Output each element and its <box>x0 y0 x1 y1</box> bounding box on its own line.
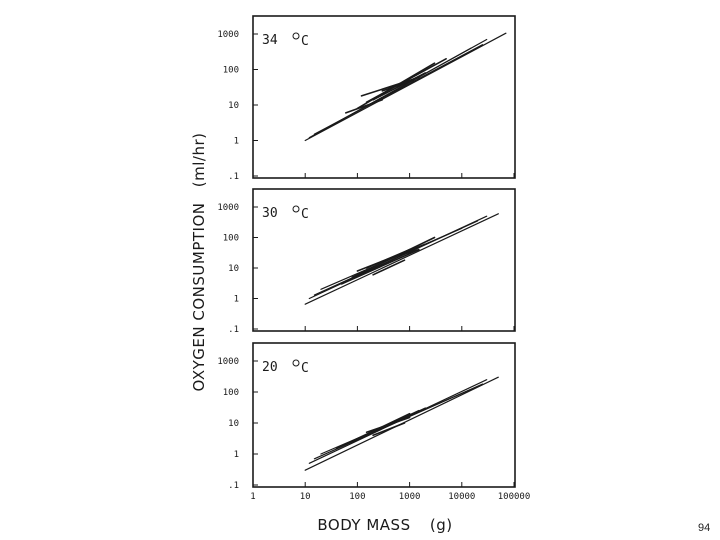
panel-unit-label: C <box>301 361 309 376</box>
panels: .1 1 10 100 1000 34 C .1 1 10 100 1000 30 C .1 1 10 100 10… <box>217 15 531 502</box>
series-line <box>387 81 411 89</box>
panel-temperature-label: 20 <box>262 360 278 375</box>
series-line <box>340 248 420 285</box>
panel-unit-label: C <box>301 34 309 49</box>
series-line <box>365 416 411 434</box>
x-tick-label: 1000 <box>399 492 421 502</box>
y-tick-label: .1 <box>228 172 239 182</box>
y-tick-label: 1000 <box>217 30 239 40</box>
panel-temperature-label: 34 <box>262 33 278 48</box>
series-line <box>365 248 411 269</box>
y-tick-label: 100 <box>223 66 239 76</box>
panel-frame <box>252 342 516 488</box>
x-tick-label: 10000 <box>448 492 475 502</box>
series-line <box>372 422 406 437</box>
x-tick-label: 100 <box>349 492 365 502</box>
panel-temperature-label: 30 <box>262 206 278 221</box>
series-line <box>397 248 420 257</box>
y-tick-label: 1 <box>234 450 239 460</box>
y-tick-label: .1 <box>228 325 239 335</box>
x-tick-label: 1 <box>250 492 255 502</box>
page-number: 94 <box>698 522 711 534</box>
series-line <box>372 259 406 276</box>
panel-frame <box>252 188 516 332</box>
panel-3: .1 1 10 100 1000 1 10 100 1000 10000 100000 20 C <box>217 342 531 502</box>
series-line <box>372 72 427 101</box>
degree-symbol-icon <box>292 359 300 367</box>
y-tick-label: 10 <box>228 264 239 274</box>
y-axis-title: OXYGEN CONSUMPTION (ml/hr) <box>190 133 208 392</box>
x-tick-label: 100000 <box>498 492 531 502</box>
panel-frame <box>252 15 516 179</box>
x-tick-label: 10 <box>300 492 311 502</box>
y-tick-label: .1 <box>228 481 239 491</box>
y-tick-label: 100 <box>223 234 239 244</box>
y-tick-label: 1000 <box>217 203 239 213</box>
series-line <box>365 57 447 103</box>
series-line <box>360 76 420 97</box>
x-axis-label: BODY MASS <box>317 516 410 534</box>
panel-unit-label: C <box>301 207 309 222</box>
y-axis-label: OXYGEN CONSUMPTION <box>190 203 208 392</box>
y-tick-label: 1000 <box>217 357 239 367</box>
degree-symbol-icon <box>292 205 300 213</box>
series-line <box>304 213 499 305</box>
y-axis-unit: (ml/hr) <box>190 133 208 188</box>
panel-1: .1 1 10 100 1000 34 C <box>217 15 516 182</box>
x-axis-unit: (g) <box>430 516 453 534</box>
degree-symbol-icon <box>292 32 300 40</box>
y-tick-label: 10 <box>228 101 239 111</box>
y-tick-label: 1 <box>234 295 239 305</box>
x-axis-title: BODY MASS (g) <box>317 516 452 534</box>
series-line <box>320 47 472 132</box>
y-tick-label: 10 <box>228 419 239 429</box>
series-line <box>304 32 507 142</box>
y-tick-label: 1 <box>234 137 239 147</box>
series-line <box>344 99 384 114</box>
y-tick-label: 100 <box>223 388 239 398</box>
panel-2: .1 1 10 100 1000 30 C <box>217 188 516 335</box>
